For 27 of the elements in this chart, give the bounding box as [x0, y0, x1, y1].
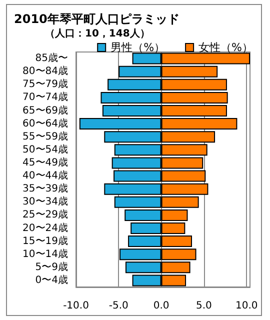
x-tick-label: -10.0 — [63, 300, 89, 312]
y-tick-label: 65〜69歳 — [22, 104, 68, 116]
chart-title: 2010年琴平町人口ピラミッド — [14, 12, 180, 26]
y-tick-label: 85歳〜 — [35, 52, 68, 64]
y-tick-label: 80〜84歳 — [22, 65, 68, 78]
y-tick-label: 20〜24歳 — [22, 222, 68, 234]
y-tick-label: 70〜74歳 — [22, 91, 68, 104]
y-tick-label: 5〜9歳 — [35, 260, 68, 273]
chart-subtitle: （人口：10，148人） — [45, 28, 150, 40]
x-tick-label: 0.0 — [153, 300, 170, 312]
y-tick-label: 35〜39歳 — [22, 182, 68, 195]
x-tick-label: -5.0 — [108, 300, 128, 312]
y-tick-label: 0〜4歳 — [35, 274, 68, 286]
y-tick-label: 40〜44歳 — [22, 170, 68, 182]
y-tick-label: 60〜64歳 — [22, 117, 68, 130]
legend-label: 男性（%） — [110, 41, 166, 54]
y-tick-label: 55〜59歳 — [22, 130, 68, 142]
y-tick-label: 15〜19歳 — [22, 234, 68, 247]
x-tick-label: 5.0 — [196, 300, 212, 312]
y-tick-label: 25〜29歳 — [22, 208, 68, 221]
y-tick-label: 50〜54歳 — [22, 143, 68, 156]
x-tick-label: 10.0 — [235, 300, 258, 312]
y-tick-label: 30〜34歳 — [22, 196, 68, 208]
y-tick-label: 75〜79歳 — [22, 78, 68, 90]
y-tick-label: 45〜49歳 — [22, 156, 68, 168]
y-tick-label: 10〜14歳 — [22, 248, 68, 260]
legend-label: 女性（%） — [198, 41, 253, 54]
